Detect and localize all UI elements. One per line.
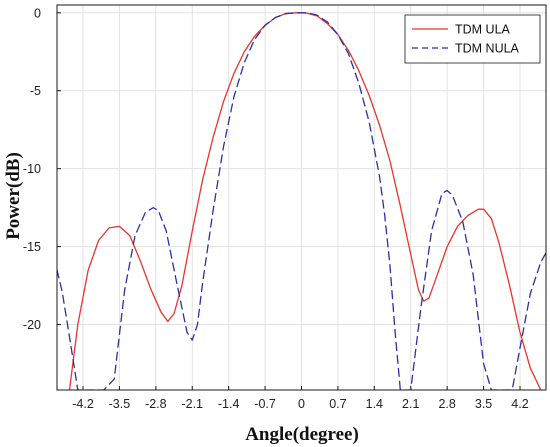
x-tick-label: -2.8 (145, 397, 167, 411)
y-tick-label: -15 (23, 240, 41, 254)
legend-label-tdm-nula: TDM NULA (455, 42, 520, 56)
x-tick-label: -2.1 (181, 397, 203, 411)
x-tick-label: 2.8 (438, 397, 455, 411)
legend-box (404, 14, 541, 64)
y-tick-label: -20 (23, 318, 41, 332)
x-tick-label: 0.7 (329, 397, 346, 411)
series-lines (57, 12, 546, 390)
x-axis-title: Angle(degree) (245, 424, 359, 445)
tick-labels: -4.2 -3.5 -2.8 -2.1 -1.4 -0.7 0 0.7 1.4 2.1 2.8 3.5… (23, 6, 529, 411)
legend-label-tdm-ula: TDM ULA (455, 23, 511, 37)
x-tick-label: -3.5 (109, 397, 131, 411)
y-tick-label: -5 (30, 84, 41, 98)
x-tick-label: -1.4 (218, 397, 240, 411)
x-tick-label: 0 (298, 397, 305, 411)
series-line-tdm-nula (57, 12, 546, 390)
plot-frame (56, 4, 547, 391)
y-tick-label: -10 (23, 162, 41, 176)
x-tick-label: 3.5 (475, 397, 492, 411)
x-tick-label: -0.7 (254, 397, 276, 411)
x-tick-label: 4.2 (511, 397, 528, 411)
legend: TDM ULA TDM NULA (404, 14, 541, 64)
y-axis-title: Power(dB) (3, 152, 24, 240)
x-tick-label: 2.1 (402, 397, 419, 411)
series-line-tdm-ula (68, 12, 542, 390)
y-tick-label: 0 (34, 6, 41, 20)
x-tick-label: 1.4 (366, 397, 383, 411)
x-tick-label: -4.2 (72, 397, 94, 411)
